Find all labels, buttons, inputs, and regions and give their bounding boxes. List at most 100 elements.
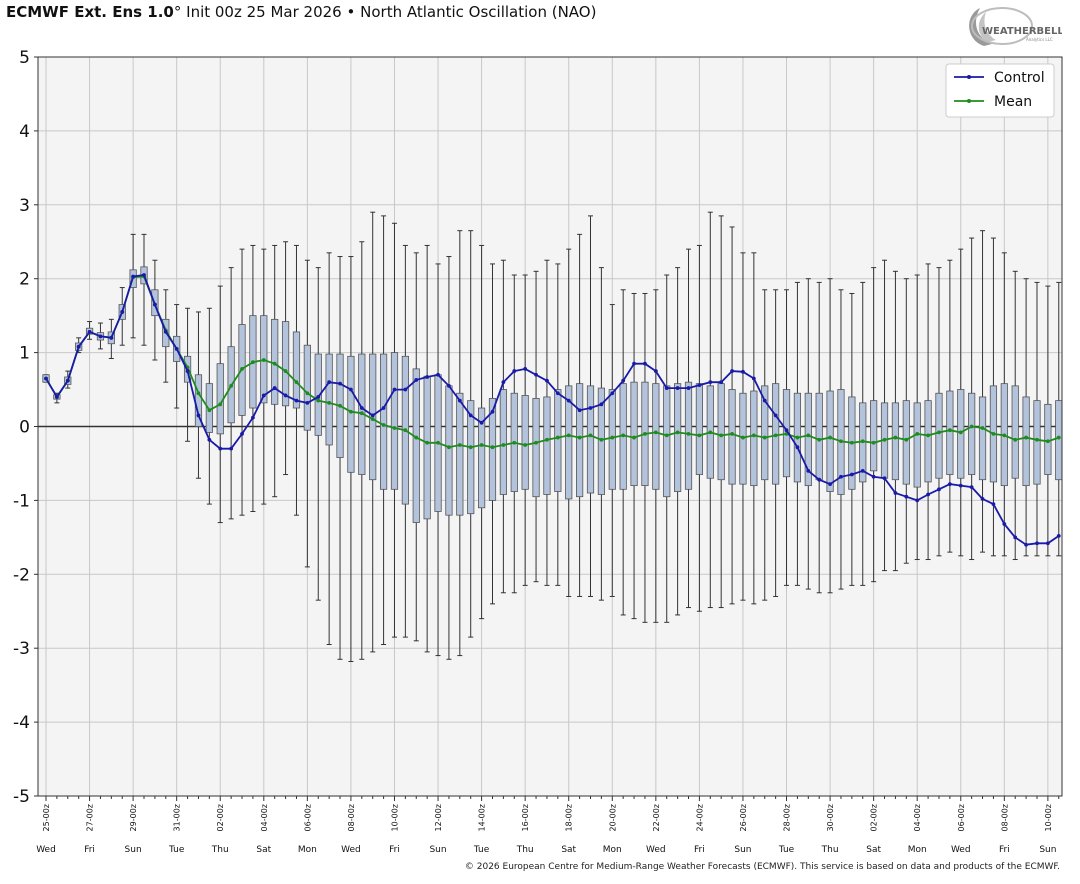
- box: [946, 390, 954, 475]
- control-point: [1013, 535, 1018, 540]
- mean-point: [359, 411, 364, 416]
- control-point: [490, 409, 495, 414]
- mean-point: [599, 437, 604, 442]
- legend-label-mean: Mean: [994, 94, 1032, 110]
- mean-point: [621, 433, 626, 438]
- box: [576, 383, 584, 498]
- mean-point: [218, 402, 223, 407]
- box: [815, 392, 823, 481]
- mean-point: [643, 431, 647, 436]
- x-date-label: 26-00z: [739, 804, 748, 831]
- box: [412, 368, 420, 523]
- control-point: [697, 383, 702, 388]
- control-point: [174, 347, 179, 351]
- x-day-label: Sat: [561, 845, 576, 855]
- control-point: [991, 502, 996, 506]
- mean-point: [795, 435, 800, 440]
- x-day-label: Sun: [429, 845, 446, 855]
- box: [488, 398, 497, 501]
- x-day-label: Thu: [211, 845, 229, 855]
- mean-point: [490, 445, 495, 450]
- box: [292, 331, 301, 409]
- x-date-label: 08-00z: [347, 804, 356, 831]
- x-date-label: 06-00z: [957, 804, 966, 831]
- control-point: [218, 446, 223, 451]
- box: [521, 395, 529, 490]
- control-point: [457, 398, 462, 403]
- box: [652, 383, 660, 490]
- control-point: [664, 386, 669, 390]
- y-tick-label: 4: [19, 122, 30, 142]
- mean-point: [457, 443, 462, 447]
- x-day-label: Fri: [999, 845, 1010, 855]
- y-tick-label: -2: [13, 565, 30, 585]
- x-date-label: 22-00z: [652, 804, 661, 831]
- x-day-label: Wed: [36, 845, 56, 855]
- y-tick-label: -4: [13, 713, 30, 733]
- box: [1011, 385, 1019, 479]
- legend-label-control: Control: [994, 70, 1045, 86]
- control-point: [893, 491, 898, 495]
- mean-point: [294, 380, 299, 385]
- control-point: [229, 446, 234, 451]
- mean-point: [196, 391, 201, 396]
- mean-point: [566, 433, 571, 438]
- control-point: [425, 375, 430, 379]
- control-point: [686, 386, 691, 390]
- box: [325, 353, 333, 446]
- x-day-label: Fri: [389, 845, 400, 855]
- x-date-label: 04-00z: [913, 804, 922, 831]
- box: [379, 353, 388, 490]
- control-point: [294, 398, 299, 403]
- mean-point: [534, 440, 538, 445]
- control-point: [915, 498, 920, 503]
- mean-point: [969, 424, 974, 429]
- control-point: [392, 387, 397, 392]
- x-date-label: 27-00z: [86, 804, 95, 831]
- chart-title: ECMWF Ext. Ens 1.0° Init 00z 25 Mar 2026…: [6, 3, 596, 21]
- box: [543, 396, 551, 495]
- control-point: [54, 395, 59, 399]
- mean-point: [991, 431, 996, 436]
- mean-point: [251, 360, 255, 365]
- logo-text: WEATHERBELL: [982, 26, 1062, 37]
- mean-point: [272, 361, 277, 366]
- control-point: [76, 344, 81, 349]
- box: [728, 389, 736, 485]
- mean-point: [327, 400, 332, 405]
- control-point: [958, 483, 963, 488]
- x-day-label: Sat: [866, 845, 881, 855]
- box: [674, 383, 682, 492]
- control-point: [871, 474, 876, 479]
- box: [891, 402, 900, 481]
- control-point: [643, 361, 647, 366]
- mean-point: [1056, 435, 1061, 440]
- mean-point: [338, 403, 342, 408]
- mean-point: [926, 433, 930, 438]
- control-point: [65, 378, 70, 383]
- mean-point: [229, 383, 234, 388]
- box: [826, 390, 834, 492]
- control-point: [272, 386, 277, 390]
- x-day-label: Mon: [298, 845, 317, 855]
- control-point: [839, 474, 843, 479]
- x-date-label: 08-00z: [1000, 804, 1009, 831]
- box: [445, 385, 453, 516]
- copyright-footer: © 2026 European Centre for Medium-Range …: [464, 862, 1060, 872]
- mean-point: [261, 358, 266, 362]
- mean-point: [523, 443, 528, 447]
- control-point: [163, 330, 168, 334]
- control-point: [1035, 541, 1039, 546]
- control-point: [719, 380, 724, 385]
- mean-point: [806, 433, 811, 438]
- y-axis: 5 4 3 2 1 0 -1 -2 -3 -4 -5: [13, 48, 38, 807]
- box: [586, 385, 595, 494]
- control-point: [1056, 533, 1061, 538]
- box: [1055, 400, 1063, 481]
- x-day-label: Wed: [951, 845, 971, 855]
- mean-point: [773, 433, 778, 438]
- control-point: [98, 334, 103, 339]
- mean-point: [741, 435, 745, 440]
- mean-point: [425, 440, 430, 445]
